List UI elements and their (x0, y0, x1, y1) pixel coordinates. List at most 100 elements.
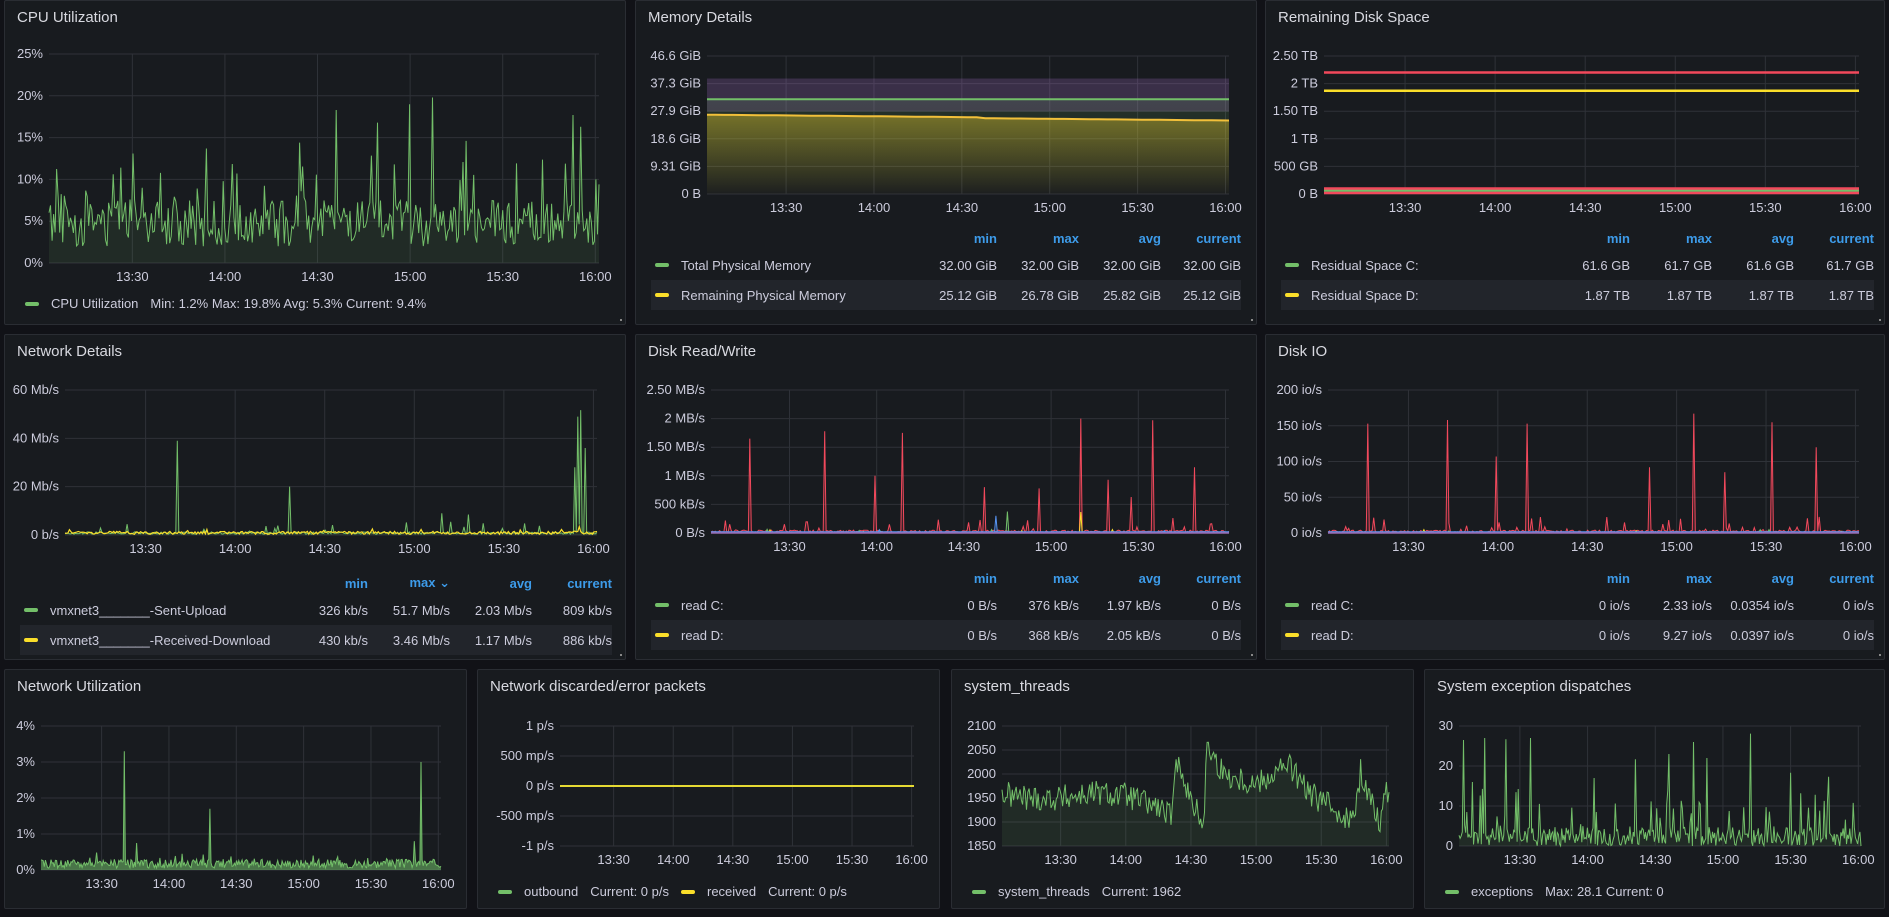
legend-series-name[interactable]: exceptions (1471, 884, 1534, 899)
panel-remaining-disk-space: Remaining Disk Space 0 B 500 GB 1 TB 1.50 T… (1265, 0, 1885, 325)
x-tick-label: 15:30 (1122, 539, 1155, 554)
net-util-chart[interactable]: 0% 1% 2% 3% 4% 13:30 14:00 14:30 15:00 15:30 16:00 (5, 670, 468, 910)
disk-io-chart[interactable]: 0 io/s 50 io/s 100 io/s 150 io/s 200 io/s 13:… (1266, 335, 1886, 661)
x-tick-label: 13:30 (770, 200, 803, 215)
legend-row[interactable]: Total Physical Memory 32.00 GiB 32.00 GiB 3… (651, 250, 1241, 280)
legend-row[interactable]: vmxnet3_______-Sent-Upload 326 kb/s 51.7 M… (20, 595, 612, 625)
x-tick-label: 15:00 (1035, 539, 1068, 554)
legend-header-current[interactable]: current (1829, 230, 1874, 246)
threads-chart[interactable]: 1850 1900 1950 2000 2050 2100 13:30 14:00 14:30 1… (952, 670, 1415, 910)
legend-row[interactable]: Remaining Physical Memory 25.12 GiB 26.78 … (651, 280, 1241, 310)
resize-handle-icon[interactable] (1879, 319, 1881, 321)
y-tick-label: 1 MB/s (665, 468, 706, 483)
y-tick-label: 2100 (967, 718, 996, 733)
legend-series: Residual Space D: (1285, 288, 1548, 303)
legend-header-min[interactable]: min (973, 230, 997, 246)
legend-series-name[interactable]: read C: (1311, 597, 1354, 613)
legend-header-avg[interactable]: avg (509, 575, 532, 591)
memory-chart[interactable]: 0 B 9.31 GiB 18.6 GiB 27.9 GiB 37.3 GiB 46.6 … (636, 1, 1258, 326)
legend-header-min[interactable]: min (973, 570, 997, 586)
legend-header-max[interactable]: max (1685, 230, 1712, 246)
legend-header-max[interactable]: max (1052, 230, 1079, 246)
y-tick-label: 60 Mb/s (13, 382, 60, 397)
y-tick-label: 0 b/s (31, 527, 60, 542)
legend-series-name[interactable]: read D: (681, 627, 724, 643)
resize-handle-icon[interactable] (620, 654, 622, 656)
legend-row[interactable]: read D: 0 io/s 9.27 io/s 0.0397 io/s 0 io/s (1281, 620, 1874, 650)
legend-series-name[interactable]: Residual Space C: (1311, 257, 1419, 273)
legend-header-current[interactable]: current (1196, 570, 1241, 586)
x-tick-label: 14:00 (1482, 539, 1515, 554)
legend-series-name[interactable]: Remaining Physical Memory (681, 287, 846, 303)
y-tick-label: 150 io/s (1276, 418, 1322, 433)
x-tick-label: 15:30 (836, 852, 869, 867)
legend-table: min max avg current read C: 0 io/s 2.33 io/s 0.… (1281, 566, 1874, 650)
legend-row[interactable]: vmxnet3_______-Received-Download 430 kb/s… (20, 625, 612, 655)
legend-header-min[interactable]: min (1606, 570, 1630, 586)
legend-series-name[interactable]: Residual Space D: (1311, 287, 1419, 303)
net-err-chart[interactable]: -1 p/s -500 mp/s 0 p/s 500 mp/s 1 p/s 13:30 14… (478, 670, 941, 910)
cpu-chart[interactable]: 0% 5% 10% 15% 20% 25% 13:30 14:00 14:30 15:00 15:3… (5, 1, 627, 326)
legend-row[interactable]: read D: 0 B/s 368 kB/s 2.05 kB/s 0 B/s (651, 620, 1241, 650)
y-tick-label: 1% (16, 826, 35, 841)
series-area-red (1328, 413, 1859, 533)
legend-header-current[interactable]: current (1196, 230, 1241, 246)
legend-value-min: 32.00 GiB (939, 257, 997, 273)
legend-series-name[interactable]: outbound (524, 884, 579, 899)
legend-header-min[interactable]: min (344, 575, 368, 591)
legend-series-name[interactable]: Total Physical Memory (681, 257, 812, 273)
legend-value-avg: 2.05 kB/s (1106, 627, 1161, 643)
y-tick-label: 25% (17, 46, 43, 61)
legend-swatch-green-icon (25, 301, 39, 306)
legend-series-name[interactable]: vmxnet3_______-Received-Download (50, 632, 271, 648)
legend-series-name[interactable]: system_threads (998, 884, 1090, 899)
exceptions-chart[interactable]: 0 10 20 30 13:30 14:00 14:30 15:00 15:30 16:00 (1425, 670, 1886, 910)
disk-rw-chart[interactable]: 0 B/s 500 kB/s 1 MB/s 1.50 MB/s 2 MB/s 2.50 M… (636, 335, 1258, 661)
y-tick-label: 20 (1439, 758, 1453, 773)
legend-header-avg[interactable]: avg (1771, 230, 1794, 246)
legend-header-max[interactable]: max (1052, 570, 1079, 586)
legend-header-max[interactable]: max (1685, 570, 1712, 586)
x-tick-label: 14:00 (209, 269, 242, 284)
panel-memory-details: Memory Details 0 B 9.31 GiB 18.6 GiB 27.9 G… (635, 0, 1257, 325)
network-chart[interactable]: 0 b/s 20 Mb/s 40 Mb/s 60 Mb/s 13:30 14:00 14:3… (5, 335, 627, 661)
legend-swatch-green-icon (498, 889, 512, 894)
x-tick-label: 15:00 (1659, 200, 1692, 215)
legend-value-current: 25.12 GiB (1183, 287, 1241, 303)
legend-series-name[interactable]: received (707, 884, 757, 899)
legend-value-current: 32.00 GiB (1183, 257, 1241, 273)
x-tick-label: 15:00 (1240, 852, 1273, 867)
x-tick-label: 14:00 (657, 852, 690, 867)
disk-space-chart[interactable]: 0 B 500 GB 1 TB 1.50 TB 2 TB 2.50 TB 13:30 14:0… (1266, 1, 1886, 326)
x-tick-label: 14:30 (308, 541, 341, 556)
y-tick-label: 500 GB (1274, 158, 1318, 173)
legend-value-min: 25.12 GiB (939, 287, 997, 303)
legend: system_threads Current: 1962 (972, 884, 1181, 899)
legend-header-avg[interactable]: avg (1138, 570, 1161, 586)
x-tick-label: 14:00 (858, 200, 891, 215)
legend-row[interactable]: Residual Space C: 61.6 GB 61.7 GB 61.6 GB 61… (1281, 250, 1874, 280)
x-tick-label: 14:30 (1639, 852, 1672, 867)
legend-header-current[interactable]: current (567, 575, 612, 591)
resize-handle-icon[interactable] (1251, 654, 1253, 656)
legend-swatch-green-icon (1285, 603, 1299, 607)
panel-network-details: Network Details 0 b/s 20 Mb/s 40 Mb/s 60 Mb… (4, 334, 626, 660)
resize-handle-icon[interactable] (620, 319, 622, 321)
legend-row[interactable]: read C: 0 io/s 2.33 io/s 0.0354 io/s 0 io/s (1281, 590, 1874, 620)
panel-title: Network Utilization (17, 678, 142, 695)
legend-row[interactable]: read C: 0 B/s 376 kB/s 1.97 kB/s 0 B/s (651, 590, 1241, 620)
series-area-cpu (49, 97, 599, 263)
legend-header-avg[interactable]: avg (1138, 230, 1161, 246)
legend-header-min[interactable]: min (1606, 230, 1630, 246)
legend-header-avg[interactable]: avg (1771, 570, 1794, 586)
legend-series-name[interactable]: CPU Utilization (51, 296, 139, 311)
legend-series-name[interactable]: read D: (1311, 627, 1354, 643)
resize-handle-icon[interactable] (1251, 319, 1253, 321)
legend-header-max[interactable]: max ⌄ (409, 575, 450, 590)
resize-handle-icon[interactable] (1879, 654, 1881, 656)
legend-stats: Max: 28.1 Current: 0 (1545, 884, 1664, 899)
legend-row[interactable]: Residual Space D: 1.87 TB 1.87 TB 1.87 TB 1.… (1281, 280, 1874, 310)
legend-header-current[interactable]: current (1829, 570, 1874, 586)
legend-series-name[interactable]: read C: (681, 597, 724, 613)
legend-series-name[interactable]: vmxnet3_______-Sent-Upload (50, 602, 227, 618)
